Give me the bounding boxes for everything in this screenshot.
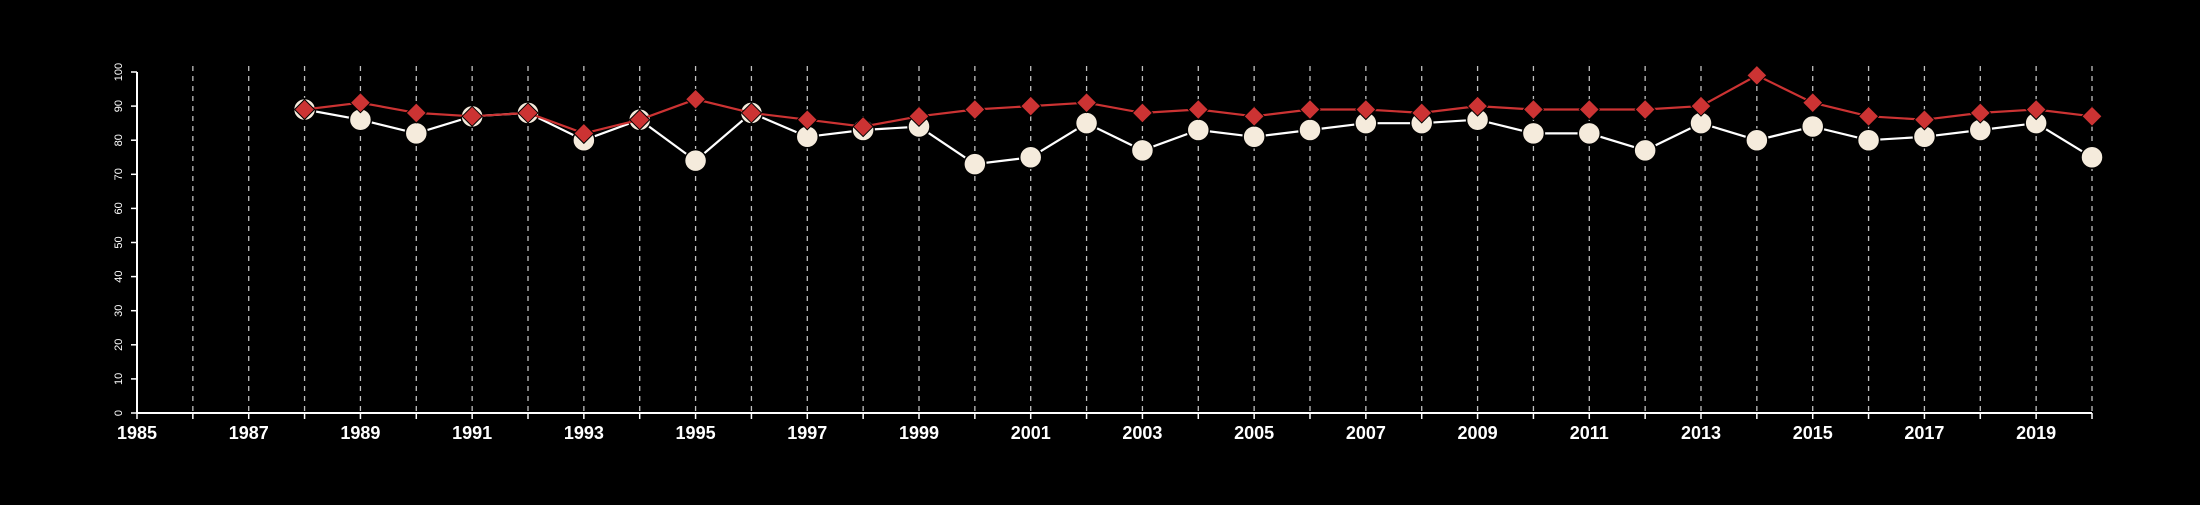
series-2-point-2019 (2025, 98, 2047, 121)
series-2-point-2003 (1131, 102, 1154, 124)
y-tick-label-60: 60 (113, 202, 125, 214)
series-2-point-2014 (1746, 64, 1768, 87)
series-1-point-1990 (404, 121, 429, 146)
series-1-point-2010 (1521, 121, 1546, 146)
series-1-point-2005 (1242, 125, 1266, 149)
y-tick-label-100: 100 (113, 63, 125, 81)
x-tick-label-2017: 2017 (1904, 423, 1944, 443)
series-1-point-2011 (1577, 121, 1602, 146)
y-tick-label-50: 50 (113, 236, 125, 248)
series-2-point-2010 (1522, 98, 1545, 121)
x-tick-label-2019: 2019 (2016, 423, 2056, 443)
axes: 0 10 20 30 40 50 60 70 80 90 100 1985 1987 1989 1991 19… (113, 63, 2093, 443)
x-tick-label-2011: 2011 (1570, 423, 1609, 443)
series-1-point-2006 (1298, 118, 1322, 142)
series-2-point-1995 (684, 88, 707, 110)
series-2-point-2008 (1411, 102, 1433, 124)
series-2-point-2009 (1466, 95, 1489, 117)
series-2-point-2011 (1578, 98, 1600, 121)
x-tick-label-1993: 1993 (564, 423, 604, 443)
series-1-point-2015 (1800, 114, 1825, 139)
series-1-point-2020 (2080, 145, 2104, 169)
series-2-point-1991 (461, 105, 483, 128)
series-2-point-2007 (1355, 98, 1377, 121)
series-2-point-1990 (405, 102, 427, 124)
x-tick-label-2005: 2005 (1234, 423, 1274, 443)
series-2-point-2016 (1857, 105, 1880, 128)
x-tick-label-2007: 2007 (1346, 423, 1386, 443)
x-tick-label-2001: 2001 (1011, 423, 1051, 443)
x-tick-label-1987: 1987 (229, 423, 269, 443)
series-1-point-2016 (1856, 128, 1881, 152)
series-2-point-2012 (1634, 98, 1656, 121)
series-1-point-2012 (1633, 138, 1657, 163)
series-2-point-2020 (2081, 105, 2103, 128)
series-2-point-1999 (908, 105, 930, 128)
y-tick-label-30: 30 (113, 305, 125, 317)
series-2-point-2015 (1802, 91, 1824, 114)
grid-layer (192, 66, 2093, 413)
y-tick-label-20: 20 (113, 339, 125, 351)
y-tick-label-80: 80 (113, 134, 125, 146)
series-2-point-1993 (573, 122, 595, 145)
x-tick-label-1991: 1991 (452, 423, 492, 443)
series-layer (292, 64, 2104, 176)
series-2-point-1996 (740, 102, 763, 124)
series-2-point-2005 (1243, 105, 1265, 128)
series-2-point-2001 (1020, 95, 1042, 117)
y-tick-label-10: 10 (113, 373, 125, 385)
x-tick-label-2015: 2015 (1793, 423, 1833, 443)
series-2-point-1997 (796, 109, 818, 131)
x-tick-label-1995: 1995 (676, 423, 716, 443)
x-tick-label-1989: 1989 (340, 423, 380, 443)
y-tick-label-0: 0 (113, 410, 125, 416)
series-2-point-2013 (1690, 95, 1712, 117)
x-tick-label-2009: 2009 (1458, 423, 1498, 443)
y-tick-label-70: 70 (113, 168, 125, 180)
series-2-point-2006 (1299, 98, 1321, 121)
y-tick-label-40: 40 (113, 270, 125, 282)
x-tick-label-1999: 1999 (899, 423, 939, 443)
series-1-point-2004 (1186, 118, 1211, 142)
series-2-point-2000 (964, 98, 986, 121)
series-1-point-2003 (1130, 138, 1155, 163)
series-2-point-2004 (1187, 98, 1209, 121)
series-1-point-2002 (1074, 111, 1099, 135)
series-2-point-2017 (1913, 109, 1936, 131)
series-2-point-2018 (1969, 102, 1991, 124)
series-2-point-1988 (293, 98, 316, 121)
series-1-point-2014 (1745, 128, 1769, 152)
series-2-point-1994 (629, 109, 651, 131)
x-tick-label-1997: 1997 (787, 423, 827, 443)
x-tick-label-2013: 2013 (1681, 423, 1721, 443)
series-2-point-1998 (852, 115, 874, 138)
x-tick-label-1985: 1985 (117, 423, 157, 443)
series-1-point-2001 (1018, 145, 1043, 169)
series-2-point-1989 (349, 91, 372, 114)
series-1-point-2000 (963, 152, 987, 176)
series-1-point-1995 (683, 148, 708, 173)
series-2-point-2002 (1075, 91, 1098, 114)
x-tick-label-2003: 2003 (1122, 423, 1162, 443)
series-2-point-1992 (517, 102, 539, 124)
y-tick-label-90: 90 (113, 100, 125, 112)
